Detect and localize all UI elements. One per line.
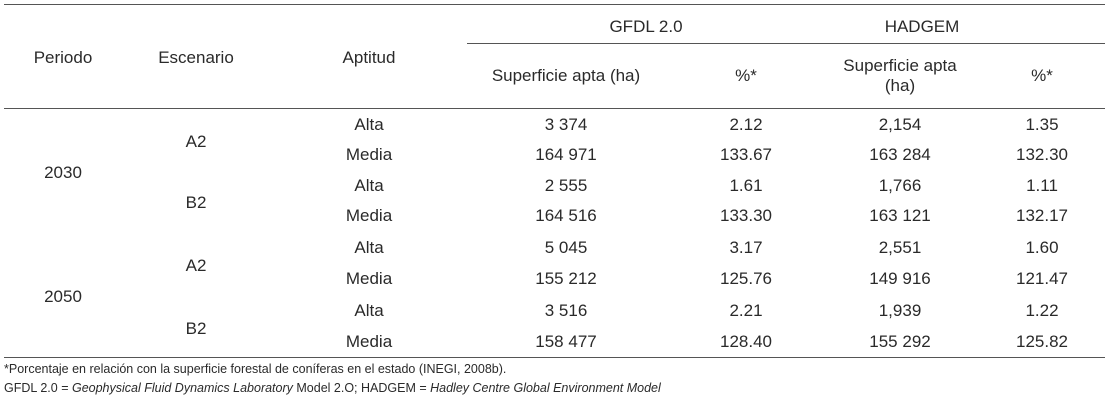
aptitude: Alta [354,176,384,195]
bottom-rule [4,357,1105,358]
scenario: A2 [185,132,207,151]
group-header: HADGEM [884,17,960,36]
gfdl-pct: 2.12 [729,115,763,134]
column-header: Aptitud [342,48,396,67]
gfdl-area: 164 516 [535,206,597,225]
header-rule [4,108,1105,109]
aptitude: Media [345,206,393,225]
footnote: GFDL 2.0 = Geophysical Fluid Dynamics La… [4,381,661,395]
hadgem-pct: 132.30 [1016,145,1068,164]
hadgem-area: 149 916 [869,269,931,288]
hadgem-pct: 1.60 [1025,238,1059,257]
gfdl-area: 2 555 [544,176,588,195]
footnote: *Porcentaje en relación con la superfici… [4,362,506,376]
gfdl-pct: 1.61 [729,176,763,195]
column-header: %* [735,66,757,85]
hadgem-pct: 132.17 [1016,206,1068,225]
group-header: GFDL 2.0 [609,17,683,36]
footnote-text: GFDL 2.0 = [4,381,72,395]
hadgem-area: 1,766 [878,176,922,195]
scenario: A2 [185,255,207,275]
footnote-text: Geophysical Fluid Dynamics Laboratory [71,381,293,395]
column-header: Periodo [33,48,93,67]
footnote-text: *Porcentaje en relación con la superfici… [4,362,507,376]
hadgem-area: 163 121 [869,206,931,225]
gfdl-pct: 2.21 [729,301,763,320]
hadgem-area: 2,154 [878,115,922,134]
aptitude: Media [345,332,393,351]
gfdl-pct: 3.17 [729,238,763,257]
gfdl-pct: 125.76 [720,269,772,288]
gfdl-pct: 133.67 [720,145,772,164]
footnote-text: Hadley Centre Global Environment Model [430,381,661,395]
top-rule [4,4,1105,5]
period: 2050 [44,287,82,306]
hadgem-area: 2,551 [878,238,922,257]
aptitude: Media [345,269,393,288]
hadgem-area: 1,939 [878,301,922,320]
aptitude: Alta [354,115,384,134]
hadgem-pct: 121.47 [1016,269,1068,288]
gfdl-area: 155 212 [535,269,597,288]
period: 2030 [44,162,82,182]
hadgem-area: 163 284 [869,145,931,164]
hadgem-pct: 125.82 [1016,332,1068,351]
hadgem-pct: 1.35 [1025,115,1059,134]
column-header: Superficie apta (ha) [491,66,641,85]
gfdl-area: 3 516 [544,301,588,320]
scenario: B2 [185,193,207,212]
aptitude: Alta [354,238,384,257]
group-rule [467,43,1105,44]
column-header: Superficie apta (ha) [843,56,957,95]
aptitude: Media [345,145,393,164]
aptitude: Alta [354,301,384,320]
gfdl-area: 158 477 [535,332,597,351]
gfdl-pct: 133.30 [720,206,772,225]
scenario: B2 [185,318,207,338]
hadgem-pct: 1.11 [1026,176,1058,195]
gfdl-pct: 128.40 [720,332,772,351]
hadgem-area: 155 292 [869,332,931,351]
footnote-text: Model 2.O; HADGEM = [292,381,431,395]
gfdl-area: 5 045 [544,238,588,257]
gfdl-area: 164 971 [535,145,597,164]
column-header: %* [1031,66,1053,85]
column-header: Escenario [158,48,234,67]
gfdl-area: 3 374 [544,115,588,134]
hadgem-pct: 1.22 [1025,301,1059,320]
